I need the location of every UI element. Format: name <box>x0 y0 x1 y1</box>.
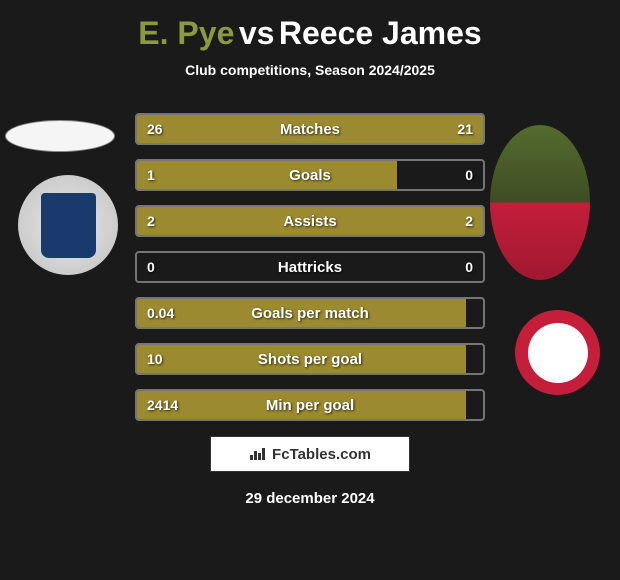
site-name: FcTables.com <box>272 446 371 463</box>
player2-club-badge <box>515 310 600 395</box>
club-shield-icon <box>41 193 96 258</box>
player2-avatar <box>490 125 590 280</box>
player1-name: E. Pye <box>138 15 234 51</box>
stat-value-right: 0 <box>465 161 473 189</box>
stat-row: 26 Matches 21 <box>135 113 485 145</box>
vs-text: vs <box>239 15 275 51</box>
stat-label: Shots per goal <box>137 345 483 373</box>
player1-club-badge <box>18 175 118 275</box>
stat-label: Goals <box>137 161 483 189</box>
stats-area: 26 Matches 21 1 Goals 0 2 Assists 2 0 Ha… <box>135 113 485 421</box>
player1-avatar <box>5 120 115 152</box>
stat-value-right: 21 <box>457 115 473 143</box>
footer-date: 29 december 2024 <box>0 490 620 507</box>
subtitle: Club competitions, Season 2024/2025 <box>0 62 620 78</box>
stat-label: Min per goal <box>137 391 483 419</box>
comparison-card: E. Pye vs Reece James Club competitions,… <box>0 0 620 580</box>
stat-label: Matches <box>137 115 483 143</box>
chart-icon <box>249 446 267 463</box>
stat-label: Goals per match <box>137 299 483 327</box>
stat-row: 0 Hattricks 0 <box>135 251 485 283</box>
stat-row: 2414 Min per goal <box>135 389 485 421</box>
stat-value-right: 2 <box>465 207 473 235</box>
stat-label: Hattricks <box>137 253 483 281</box>
site-badge[interactable]: FcTables.com <box>210 436 410 472</box>
stat-row: 1 Goals 0 <box>135 159 485 191</box>
title-row: E. Pye vs Reece James <box>0 15 620 52</box>
player2-name: Reece James <box>279 15 482 51</box>
stat-label: Assists <box>137 207 483 235</box>
stat-row: 2 Assists 2 <box>135 205 485 237</box>
stat-row: 0.04 Goals per match <box>135 297 485 329</box>
club-circle-icon <box>528 323 588 383</box>
stat-row: 10 Shots per goal <box>135 343 485 375</box>
stat-value-right: 0 <box>465 253 473 281</box>
